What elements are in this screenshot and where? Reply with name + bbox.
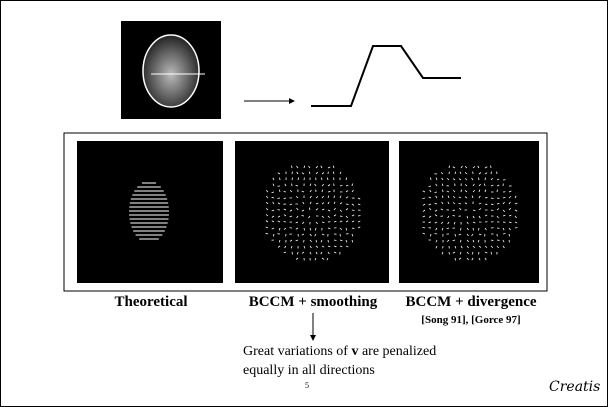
panel-label: Theoretical [114, 294, 187, 311]
page-number: 5 [305, 381, 309, 390]
vector [491, 198, 493, 199]
vector [334, 196, 335, 198]
vector [322, 190, 323, 192]
citation: [Song 91], [Gorce 97] [421, 314, 520, 326]
profile-plot [311, 46, 461, 106]
vector [304, 228, 305, 230]
vector [478, 178, 479, 180]
vector [352, 184, 353, 186]
vector [473, 228, 474, 230]
vector [491, 172, 492, 174]
panel-image [235, 141, 389, 283]
slide: Theoretical BCCM + smoothing BCCM + dive… [0, 0, 608, 407]
vector [503, 233, 505, 234]
note-text: are penalized [358, 344, 436, 359]
note-text: equally in all directions [243, 363, 375, 379]
vector [429, 222, 431, 223]
vector [430, 178, 431, 180]
vector [478, 228, 479, 230]
vector [328, 240, 329, 242]
stripes [129, 183, 169, 239]
vector [485, 197, 487, 198]
panel-image [77, 141, 223, 283]
vector [334, 240, 336, 241]
vector [485, 178, 486, 180]
vector [453, 210, 455, 211]
vector [321, 178, 322, 180]
vector [358, 215, 360, 216]
vector [328, 191, 330, 192]
vector [284, 221, 286, 222]
panel-label: BCCM + smoothing [249, 294, 378, 311]
vector [352, 210, 354, 211]
ellipse [143, 35, 199, 107]
panel-label: BCCM + divergence [405, 294, 536, 311]
vector [435, 192, 437, 193]
arrow-head [289, 98, 295, 104]
down-arrow-head [310, 335, 316, 341]
panel-image [399, 141, 539, 283]
vector [503, 197, 505, 198]
note: Great variations of v are penalized [243, 344, 436, 360]
vector [292, 252, 293, 254]
vector [509, 240, 510, 242]
logo: Creatis [549, 379, 600, 395]
vector [297, 252, 298, 254]
vector [292, 178, 293, 180]
vector [515, 227, 517, 228]
vector [455, 234, 456, 236]
note-text: Great variations of [243, 344, 351, 359]
